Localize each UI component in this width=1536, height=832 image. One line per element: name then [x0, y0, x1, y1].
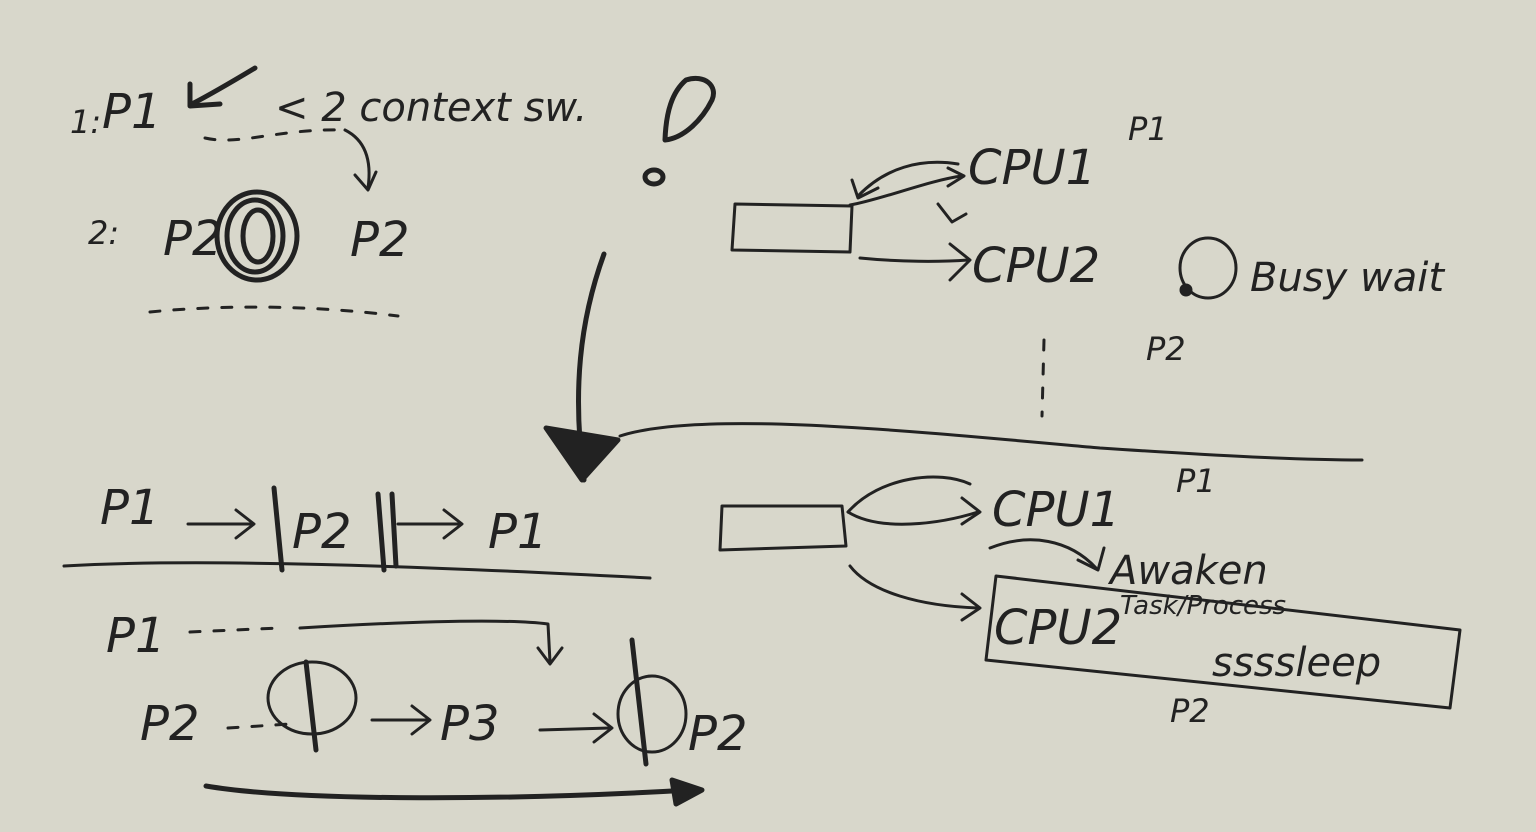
top-left-section: 1: P1 < 2 context sw. 2: P2 P2: [70, 65, 716, 318]
box-to-cpu2-arrow: [848, 564, 980, 610]
row-p3: P3: [440, 696, 499, 752]
box-to-cpu1-arrow: [846, 510, 980, 526]
cpu2-process: P2: [1170, 692, 1210, 730]
top-right-section: P1 CPU1 CPU2 Busy wait P2: [730, 110, 1445, 418]
cpu1-to-box-arrow: [856, 160, 960, 198]
timeline-p2: P2: [292, 504, 351, 560]
cpu2-label: CPU2: [972, 238, 1100, 294]
row2-result: P2: [350, 212, 409, 268]
small-arrow-icon: [936, 202, 968, 224]
arrow-icon: [538, 726, 612, 732]
sleep-label: ssssleep: [1212, 640, 1381, 686]
timeline-p1: P1: [100, 480, 159, 536]
idle-loop-icon: [1178, 236, 1238, 300]
cpu1-to-box-arrow: [846, 475, 972, 514]
dotted-connector: [1040, 338, 1046, 418]
dotted-connector: [226, 722, 292, 730]
task-box: [730, 202, 854, 254]
blocked-circle-icon: [616, 637, 688, 767]
arrow-icon: [948, 242, 972, 282]
divider-line: [618, 422, 1364, 462]
arrow-icon: [946, 166, 966, 188]
awaken-arrow: [988, 538, 1098, 570]
box-to-cpu1-arrow: [848, 174, 964, 207]
context-note: < 2 context sw.: [275, 85, 587, 131]
sleep-box: [984, 574, 1462, 710]
transition-arrow-icon: [543, 251, 621, 483]
pointer-arrow-icon: [187, 65, 258, 109]
timeline-p1-end: P1: [488, 504, 547, 560]
cpu1-process: P1: [1128, 110, 1168, 148]
arrow-icon: [410, 704, 432, 736]
arrow-icon: [960, 496, 982, 526]
exclamation-icon: [642, 76, 716, 187]
row1-process: P1: [102, 84, 161, 140]
task-box: [718, 504, 848, 552]
return-arrow: [203, 783, 693, 801]
cpu1-label: CPU1: [968, 140, 1096, 196]
awaken-label: Awaken: [1107, 548, 1268, 594]
bottom-right-section: P1 CPU1 Awaken Task/Process CPU2 sssslee…: [618, 422, 1462, 730]
busy-wait-label: Busy wait: [1250, 255, 1445, 301]
cpu1-label: CPU1: [992, 482, 1120, 538]
dotted-connector: [188, 626, 282, 634]
row2-label: 2:: [88, 214, 119, 252]
box-to-cpu2-arrow: [858, 256, 970, 263]
cpu2-process: P2: [1146, 330, 1186, 368]
row-p2-end: P2: [688, 706, 747, 762]
down-arrow-icon: [343, 128, 378, 192]
row-p1: P1: [106, 608, 165, 664]
switch-marker: [389, 491, 399, 569]
arrow-icon: [850, 178, 880, 200]
cpu2-label: CPU2: [994, 600, 1122, 656]
arrow-icon: [960, 592, 982, 622]
arrow-icon: [1076, 546, 1106, 572]
blocked-circle-icon: [214, 189, 300, 283]
row-p2: P2: [140, 696, 199, 752]
switch-marker: [375, 491, 387, 573]
arrow-icon: [442, 508, 464, 540]
arrow-icon: [669, 777, 705, 807]
p1-wait-arrow: [298, 619, 552, 664]
switch-marker: [271, 485, 285, 573]
row2-process: P2: [163, 211, 222, 267]
arrow-icon: [536, 646, 564, 666]
arrow-icon: [592, 712, 614, 744]
arrow-icon: [234, 508, 256, 540]
bottom-line-label: P1: [1176, 462, 1216, 500]
timeline-baseline: [62, 561, 652, 580]
blocked-circle-icon: [266, 659, 358, 753]
bottom-left-section: P1 P2 P1 P1 P2 P3 P2: [62, 480, 747, 807]
row1-label: 1:: [70, 103, 101, 141]
